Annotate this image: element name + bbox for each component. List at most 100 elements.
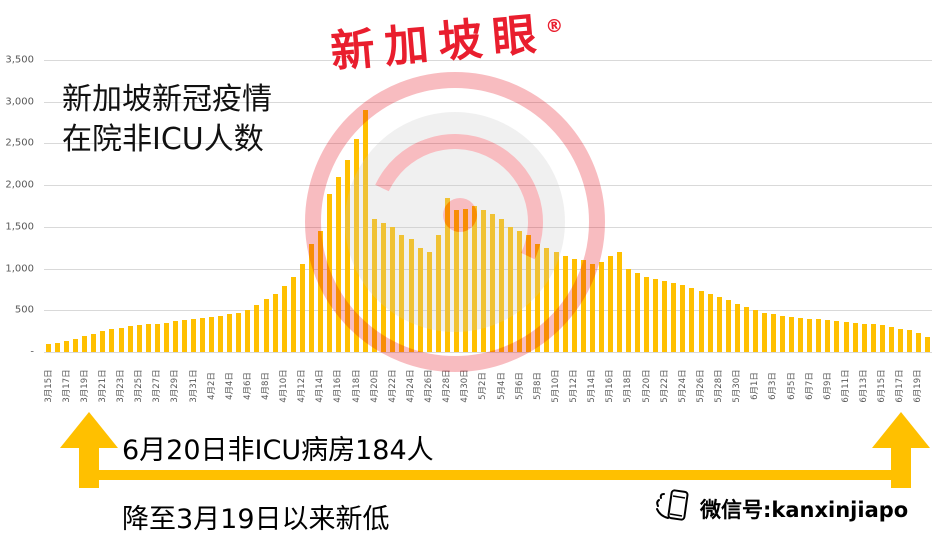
bar	[316, 60, 325, 352]
bar	[760, 60, 769, 352]
bar	[606, 60, 615, 352]
bar	[180, 60, 189, 352]
x-tick-label: 5月8日	[532, 372, 543, 400]
bar	[778, 60, 787, 352]
bar	[397, 60, 406, 352]
bar	[361, 60, 370, 352]
bar	[325, 60, 334, 352]
chart-title: 新加坡新冠疫情 在院非ICU人数	[62, 80, 272, 160]
gridline	[44, 143, 932, 145]
bar	[62, 60, 71, 352]
x-tick-label: 3月21日	[97, 369, 108, 403]
arrow-head	[60, 412, 118, 448]
bar	[98, 60, 107, 352]
x-tick-label: 4月22日	[387, 369, 398, 403]
bar	[370, 60, 379, 352]
x-tick-label: 6月3日	[768, 372, 779, 400]
bar	[842, 60, 851, 352]
bar	[379, 60, 388, 352]
bar	[787, 60, 796, 352]
bar	[860, 60, 869, 352]
x-tick-label: 4月8日	[261, 372, 271, 400]
bar	[851, 60, 860, 352]
bar	[524, 60, 533, 352]
bar	[225, 60, 234, 352]
x-tick-label: 3月17日	[61, 369, 72, 403]
bar	[878, 60, 887, 352]
bar	[715, 60, 724, 352]
x-tick-label: 4月18日	[351, 369, 362, 403]
bar	[153, 60, 162, 352]
annotation-line2: 降至3月19日以来新低	[122, 504, 390, 535]
x-tick-label: 4月30日	[460, 369, 471, 403]
bar	[660, 60, 669, 352]
bar	[561, 60, 570, 352]
y-axis-labels: 3,500 3,000 2,500 2,000 1,500 1,000 500 -	[0, 55, 40, 358]
bar	[280, 60, 289, 352]
bar	[352, 60, 361, 352]
bar	[171, 60, 180, 352]
bar	[470, 60, 479, 352]
bar	[434, 60, 443, 352]
bar	[416, 60, 425, 352]
bar	[289, 60, 298, 352]
bar	[44, 60, 53, 352]
x-tick-label: 5月4日	[496, 372, 507, 400]
x-tick-label: 6月11日	[840, 369, 851, 403]
bar	[624, 60, 633, 352]
x-tick-label: 6月17日	[895, 369, 906, 403]
x-tick-label: 4月6日	[242, 372, 253, 400]
x-tick-label: 6月19日	[913, 369, 924, 403]
bar	[615, 60, 624, 352]
gridline	[44, 268, 932, 270]
x-tick-label: 5月26日	[695, 369, 706, 403]
bar	[542, 60, 551, 352]
bar	[823, 60, 832, 352]
bar	[669, 60, 678, 352]
bar	[579, 60, 588, 352]
x-tick-label: 5月22日	[659, 369, 670, 403]
gridline	[44, 60, 932, 61]
bar	[271, 60, 280, 352]
bar	[769, 60, 778, 352]
bar	[126, 60, 135, 352]
gridline	[44, 310, 932, 312]
bar	[905, 60, 914, 352]
arrow-stem	[891, 448, 911, 488]
x-tick-label: 3月15日	[43, 369, 54, 403]
x-tick-label: 5月28日	[714, 369, 725, 403]
bar	[479, 60, 488, 352]
bar	[107, 60, 116, 352]
x-tick-label: 6月15日	[877, 369, 888, 403]
gridline	[44, 352, 932, 353]
bar	[89, 60, 98, 352]
bar	[923, 60, 932, 352]
x-tick-label: 4月12日	[297, 369, 308, 403]
bar	[742, 60, 751, 352]
chart-title-line2: 在院非ICU人数	[62, 122, 264, 157]
x-tick-label: 5月10日	[550, 369, 561, 403]
bar	[687, 60, 696, 352]
bar	[407, 60, 416, 352]
bar	[887, 60, 896, 352]
x-tick-label: 4月28日	[442, 369, 453, 403]
y-tick-label: 500	[14, 304, 34, 316]
bar	[515, 60, 524, 352]
bar	[234, 60, 243, 352]
bar	[243, 60, 252, 352]
x-tick-label: 4月26日	[424, 369, 435, 403]
x-tick-label: 3月27日	[152, 369, 163, 403]
bar	[724, 60, 733, 352]
bar	[488, 60, 497, 352]
annotation-underline	[80, 470, 910, 480]
bar	[452, 60, 461, 352]
y-tick-label: 1,500	[5, 221, 34, 233]
bar	[642, 60, 651, 352]
bar	[425, 60, 434, 352]
bar	[53, 60, 62, 352]
gridline	[44, 185, 932, 187]
bar	[506, 60, 515, 352]
x-tick-label: 6月5日	[786, 372, 797, 400]
bar	[914, 60, 923, 352]
bar	[805, 60, 814, 352]
